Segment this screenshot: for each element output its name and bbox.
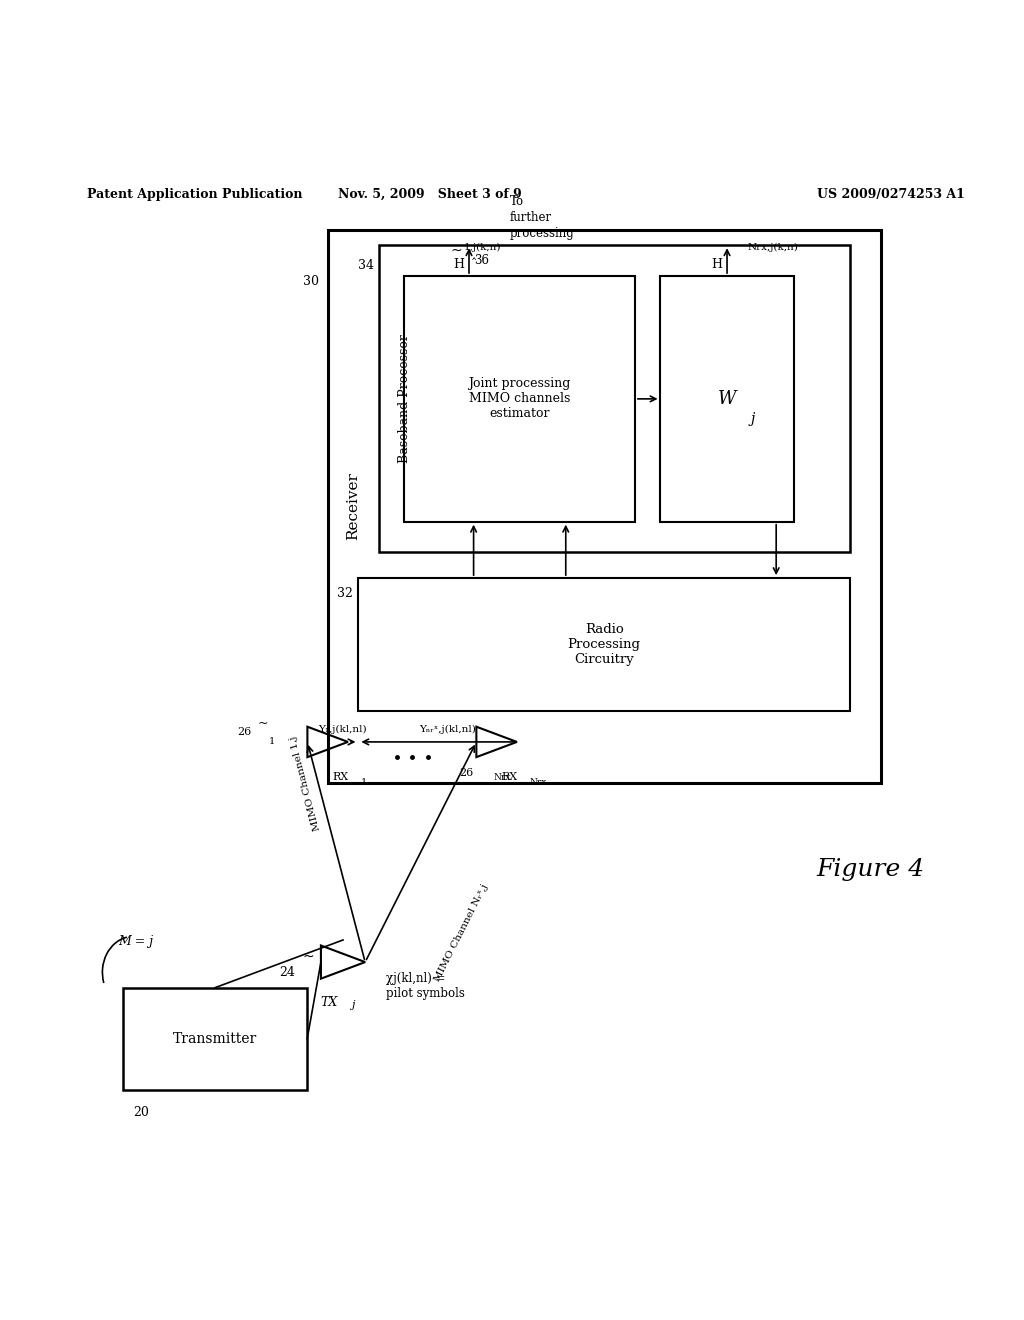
Text: Y₁,j(kl,nl): Y₁,j(kl,nl)	[318, 725, 368, 734]
Text: 36: 36	[474, 255, 489, 267]
Text: 34: 34	[357, 259, 374, 272]
Text: 24: 24	[280, 966, 295, 979]
Text: 1: 1	[360, 777, 367, 787]
Bar	[404, 276, 635, 521]
Bar	[660, 276, 794, 521]
Text: ~: ~	[258, 717, 268, 730]
Text: Receiver: Receiver	[346, 473, 360, 540]
Text: H: H	[711, 257, 722, 271]
Text: 32: 32	[337, 587, 353, 599]
Text: H: H	[453, 257, 464, 271]
Text: j: j	[351, 999, 354, 1010]
Text: 30: 30	[303, 275, 319, 288]
Text: Yₙᵣˣ,j(kl,nl): Yₙᵣˣ,j(kl,nl)	[420, 725, 476, 734]
Text: M = j: M = j	[118, 935, 153, 948]
Text: MIMO Channel 1,j: MIMO Channel 1,j	[289, 735, 323, 832]
Text: ˆ: ˆ	[471, 257, 477, 271]
Text: To
further
processing: To further processing	[510, 195, 574, 240]
Text: 20: 20	[133, 1106, 150, 1119]
Bar	[123, 987, 307, 1090]
Text: TX: TX	[321, 997, 338, 1010]
Text: χj(kl,nl) =
pilot symbols: χj(kl,nl) = pilot symbols	[386, 973, 465, 1001]
Text: Figure 4: Figure 4	[816, 858, 925, 882]
Text: Baseband Processor: Baseband Processor	[398, 334, 411, 463]
Text: Nov. 5, 2009   Sheet 3 of 9: Nov. 5, 2009 Sheet 3 of 9	[338, 187, 522, 201]
Text: Radio
Processing
Circuitry: Radio Processing Circuitry	[567, 623, 641, 667]
Bar	[328, 230, 881, 783]
Text: ~: ~	[451, 243, 463, 257]
Bar	[358, 578, 850, 711]
Text: ~: ~	[303, 950, 314, 964]
Text: RX: RX	[333, 772, 349, 783]
Text: 1: 1	[268, 737, 274, 746]
Text: MIMO Channel Nᵣˣ,j: MIMO Channel Nᵣˣ,j	[433, 883, 490, 983]
Text: US 2009/0274253 A1: US 2009/0274253 A1	[817, 187, 965, 201]
Text: Nrx: Nrx	[494, 772, 511, 781]
Text: Joint processing
MIMO channels
estimator: Joint processing MIMO channels estimator	[469, 378, 570, 420]
Text: j: j	[751, 412, 755, 426]
Text: 1,j(k,n): 1,j(k,n)	[464, 243, 502, 252]
Text: Patent Application Publication: Patent Application Publication	[87, 187, 302, 201]
Text: RX: RX	[502, 772, 518, 783]
Text: 26: 26	[237, 727, 251, 737]
Text: 26: 26	[459, 767, 473, 777]
Text: Nrx: Nrx	[529, 777, 547, 787]
Text: Nrx,j(k,n): Nrx,j(k,n)	[748, 243, 799, 252]
Text: W: W	[718, 389, 736, 408]
Text: Transmitter: Transmitter	[173, 1032, 257, 1045]
Bar	[379, 246, 850, 553]
